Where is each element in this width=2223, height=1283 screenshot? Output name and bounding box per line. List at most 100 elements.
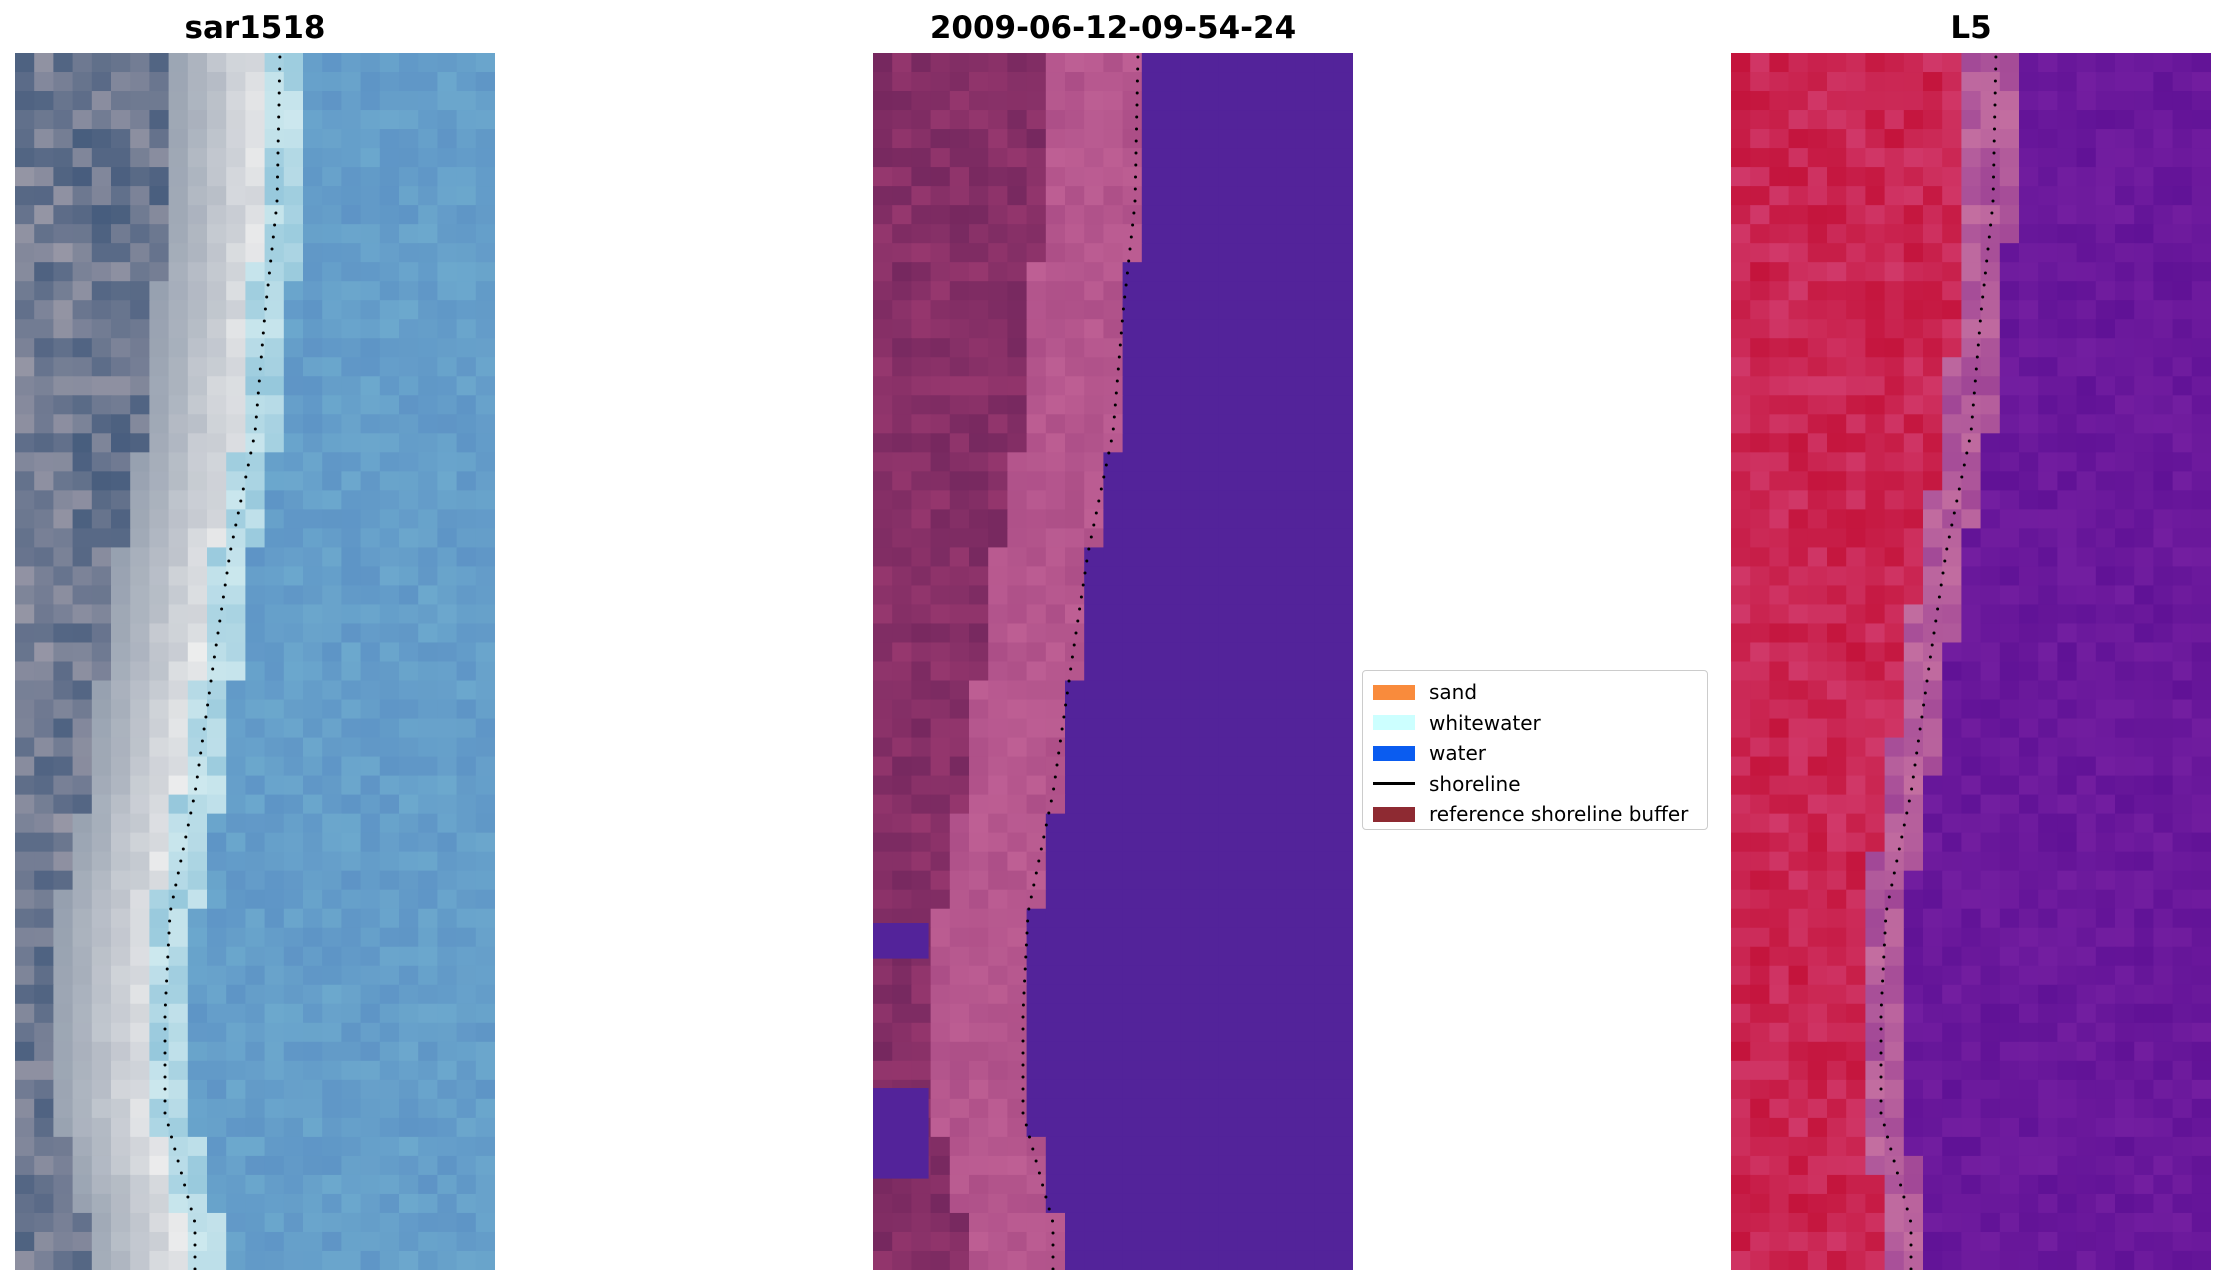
image-pixel — [949, 300, 970, 320]
image-pixel — [2095, 262, 2116, 282]
image-pixel — [1276, 338, 1296, 358]
image-pixel — [475, 851, 495, 872]
image-pixel — [2095, 205, 2116, 225]
image-pixel — [892, 737, 912, 758]
image-pixel — [1333, 965, 1353, 986]
image-pixel — [2172, 1174, 2193, 1195]
image-pixel — [949, 699, 970, 720]
image-pixel — [2153, 775, 2174, 796]
image-pixel — [303, 91, 323, 111]
image-pixel — [873, 680, 893, 701]
image-pixel — [1084, 72, 1104, 92]
image-pixel — [2191, 1098, 2211, 1119]
image-pixel — [988, 509, 1008, 529]
image-pixel — [1788, 319, 1809, 339]
image-pixel — [1769, 471, 1790, 491]
image-pixel — [1237, 832, 1258, 853]
image-pixel — [1161, 680, 1181, 701]
image-pixel — [1045, 1060, 1066, 1081]
image-pixel — [207, 91, 227, 111]
image-pixel — [1961, 167, 1982, 187]
image-pixel — [873, 604, 893, 625]
image-pixel — [1731, 1136, 1751, 1157]
image-pixel — [1007, 775, 1028, 796]
image-pixel — [892, 281, 912, 301]
image-pixel — [15, 129, 35, 149]
image-pixel — [322, 205, 342, 225]
image-pixel — [168, 718, 189, 739]
image-pixel — [1750, 72, 1770, 92]
image-pixel — [360, 965, 381, 986]
image-pixel — [1942, 414, 1962, 434]
image-pixel — [1923, 167, 1943, 187]
image-pixel — [149, 946, 170, 967]
image-pixel — [1237, 851, 1258, 872]
image-pixel — [2057, 756, 2078, 777]
image-pixel — [892, 148, 912, 168]
image-pixel — [245, 1022, 266, 1043]
shoreline-point — [267, 271, 271, 275]
image-pixel — [2095, 395, 2116, 415]
image-pixel — [1045, 528, 1066, 549]
image-pixel — [1026, 281, 1047, 301]
image-pixel — [2057, 471, 2078, 491]
image-pixel — [892, 566, 912, 587]
image-pixel — [1942, 395, 1962, 415]
image-pixel — [2019, 832, 2039, 853]
image-pixel — [456, 148, 477, 168]
image-pixel — [1788, 927, 1809, 948]
image-pixel — [1161, 110, 1181, 130]
image-pixel — [873, 965, 893, 986]
image-pixel — [226, 1041, 246, 1062]
image-pixel — [1769, 395, 1790, 415]
image-pixel — [2172, 281, 2193, 301]
image-pixel — [187, 927, 208, 948]
image-pixel — [1942, 1231, 1962, 1252]
image-pixel — [1141, 1250, 1162, 1270]
image-pixel — [1923, 281, 1943, 301]
image-pixel — [2153, 851, 2174, 872]
image-pixel — [15, 1250, 35, 1270]
image-pixel — [1923, 1174, 1943, 1195]
image-pixel — [418, 281, 438, 301]
image-pixel — [264, 509, 285, 529]
image-pixel — [341, 737, 362, 758]
image-pixel — [399, 1079, 419, 1100]
image-pixel — [130, 775, 150, 796]
image-pixel — [111, 851, 131, 872]
image-pixel — [34, 167, 54, 187]
image-pixel — [1295, 756, 1316, 777]
image-pixel — [1141, 1136, 1162, 1157]
image-pixel — [1827, 490, 1847, 510]
image-pixel — [911, 889, 932, 910]
image-pixel — [1731, 566, 1751, 587]
shoreline-point — [1127, 259, 1131, 263]
image-pixel — [2134, 756, 2154, 777]
image-pixel — [1999, 167, 2020, 187]
image-pixel — [1218, 53, 1239, 73]
image-pixel — [1884, 72, 1905, 92]
shoreline-point — [1074, 631, 1078, 635]
image-pixel — [2019, 243, 2039, 263]
image-pixel — [1065, 1003, 1085, 1024]
image-pixel — [207, 1117, 227, 1138]
image-pixel — [1942, 1174, 1962, 1195]
image-pixel — [1846, 1098, 1866, 1119]
image-pixel — [437, 148, 458, 168]
image-pixel — [2115, 1174, 2135, 1195]
image-pixel — [207, 1250, 227, 1270]
image-pixel — [226, 661, 246, 682]
image-pixel — [1007, 851, 1028, 872]
image-pixel — [1750, 148, 1770, 168]
image-pixel — [303, 414, 323, 434]
image-pixel — [2019, 813, 2039, 834]
image-pixel — [1276, 566, 1296, 587]
image-pixel — [1769, 452, 1790, 472]
image-pixel — [1807, 680, 1828, 701]
image-pixel — [341, 813, 362, 834]
image-pixel — [379, 908, 400, 929]
image-pixel — [341, 433, 362, 453]
image-pixel — [1923, 661, 1943, 682]
image-pixel — [1846, 604, 1866, 625]
image-pixel — [1999, 262, 2020, 282]
